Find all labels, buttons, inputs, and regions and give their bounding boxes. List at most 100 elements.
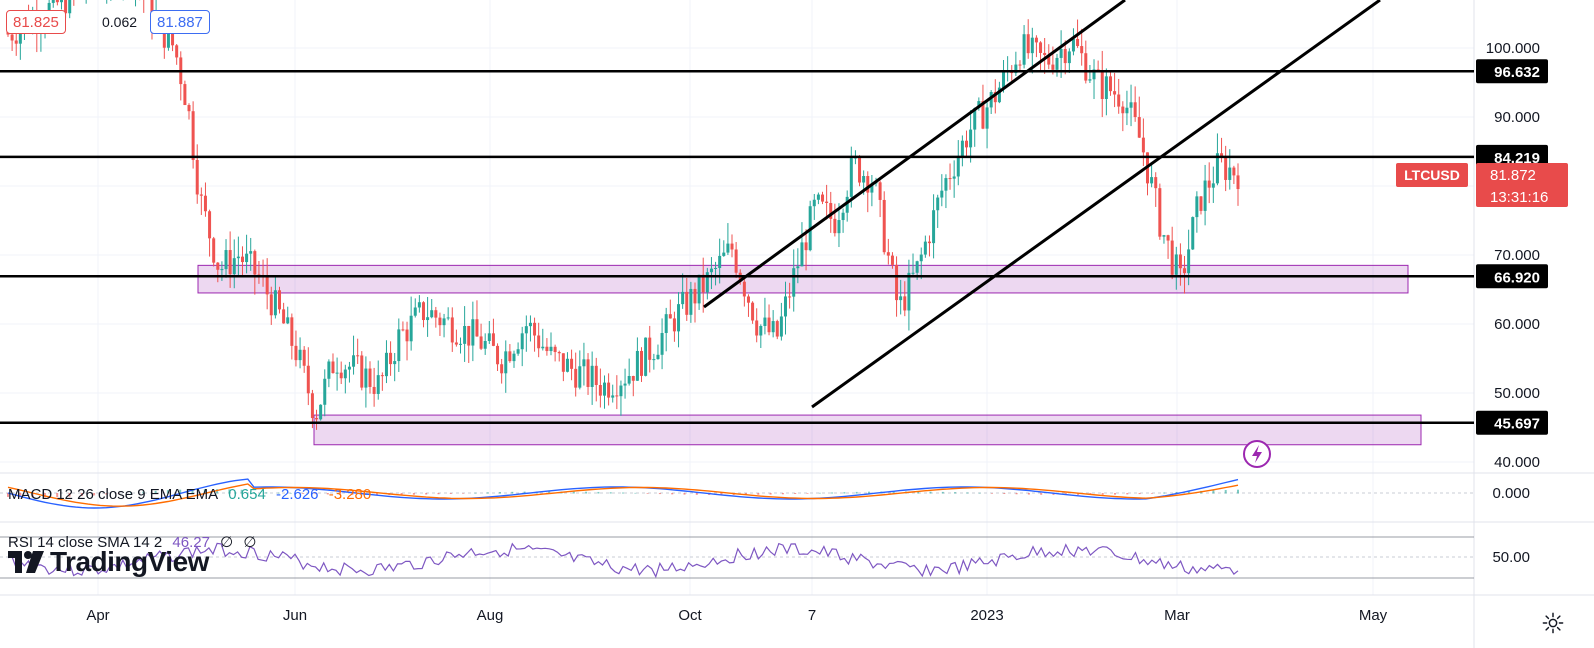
macd-histogram-bar [1224, 490, 1227, 494]
bid-price-box[interactable]: 81.825 [6, 10, 66, 34]
candle-body [615, 395, 619, 397]
candle-body [1141, 137, 1145, 153]
ask-price-box[interactable]: 81.887 [150, 10, 210, 34]
level-tag-label: 84.219 [1494, 150, 1540, 167]
candle-body [220, 269, 224, 271]
time-axis[interactable]: Apr Jun Aug Oct 7 2023 Mar May [86, 607, 1387, 624]
candle-body [594, 365, 598, 386]
macd-histogram-bar [326, 493, 329, 495]
candle-body [755, 320, 759, 336]
macd-histogram-bar [781, 493, 784, 495]
candle-body [327, 361, 331, 379]
candle-body [430, 310, 434, 318]
trend-channel[interactable] [703, 0, 1381, 409]
macd-histogram-bar [1040, 493, 1043, 495]
macd-signal-value: -3.280 [328, 486, 372, 503]
macd-axis-label: 0.000 [1492, 485, 1530, 502]
candle-body [496, 345, 500, 365]
candle-body [866, 176, 870, 193]
lightning-icon[interactable] [1242, 439, 1272, 469]
level-tag [1476, 264, 1548, 289]
macd-title: MACD 12 26 close 9 EMA EMA [8, 486, 219, 503]
macd-histogram-bar [818, 492, 821, 494]
macd-histogram-bar [646, 493, 649, 494]
candle-body [1125, 107, 1129, 114]
candle-body [948, 178, 952, 180]
macd-histogram-bar [1163, 492, 1166, 494]
candle-body [714, 267, 718, 269]
macd-histogram-bar [7, 493, 9, 497]
macd-histogram-bar [376, 493, 378, 496]
horizontal-levels[interactable] [0, 69, 1474, 424]
rsi-legend[interactable]: RSI 14 close SMA 14 2 46.27 ∅ ∅ [8, 533, 262, 551]
macd-line [7, 478, 1239, 509]
macd-histogram-bar [855, 491, 858, 494]
macd-histogram-bar [302, 493, 305, 494]
candle-body [640, 350, 644, 376]
macd-histogram-bar [351, 493, 354, 495]
candle-body [512, 353, 516, 362]
macd-histogram-bar [1077, 493, 1080, 496]
candle-body [524, 326, 528, 334]
candle-body [356, 355, 360, 357]
candle-body [426, 317, 430, 321]
candle-body [890, 255, 894, 265]
macd-histogram-bar [412, 493, 415, 495]
candle-body [438, 317, 442, 326]
macd-histogram-bar [19, 493, 22, 498]
candle-body [352, 355, 356, 367]
candle-body [812, 199, 816, 207]
candle-body [51, 0, 55, 3]
candle-body [401, 329, 405, 331]
candle-body [195, 159, 199, 195]
macd-histogram-bar [31, 493, 34, 498]
tradingview-logo[interactable]: TradingView [8, 546, 209, 578]
candle-body [792, 268, 796, 297]
candle-body [249, 251, 253, 254]
gear-icon[interactable] [1542, 612, 1564, 634]
candle-body [849, 158, 853, 197]
macd-histogram-bar [1114, 493, 1116, 495]
candle-body [208, 211, 212, 239]
macd-histogram-bar [622, 492, 624, 494]
price-axis[interactable]: 40.00050.00060.00070.00080.00090.000100.… [1396, 40, 1568, 566]
macd-histogram-bar [941, 491, 944, 494]
candle-body [368, 368, 372, 387]
candle-body [323, 378, 327, 405]
candle-body [59, 0, 63, 3]
candle-body [1039, 42, 1043, 53]
macd-histogram-bar [991, 493, 993, 494]
candle-body [977, 101, 981, 109]
macd-histogram-bar [93, 493, 96, 496]
candle-body [1224, 157, 1228, 180]
macd-legend[interactable]: MACD 12 26 close 9 EMA EMA 0.654 -2.626 … [8, 486, 377, 503]
candle-body [232, 258, 236, 275]
candle-body [364, 368, 368, 388]
candle-body [969, 129, 973, 148]
macd-histogram-bar [585, 491, 588, 494]
candle-body [1002, 70, 1006, 88]
candle-body [726, 243, 730, 253]
macd-pane [0, 478, 1474, 509]
candle-body [1088, 79, 1092, 81]
candle-body [590, 365, 594, 387]
candle-body [644, 337, 648, 376]
candle-body [1092, 69, 1096, 80]
countdown-label: 13:31:16 [1490, 189, 1548, 206]
candle-body [191, 111, 195, 160]
candle-body [821, 194, 825, 202]
candle-body [454, 342, 458, 345]
candle-body [1076, 38, 1080, 47]
candle-body [705, 272, 709, 293]
candle-body [315, 418, 319, 420]
candle-body [240, 256, 244, 263]
level-tag [1476, 144, 1548, 169]
price-tick-label: 60.000 [1494, 316, 1540, 333]
macd-histogram-bar [831, 492, 834, 494]
macd-histogram-bar [954, 492, 957, 494]
candle-body [269, 294, 273, 316]
macd-histogram-bar [400, 493, 403, 495]
candle-body [528, 322, 532, 327]
candle-body [989, 92, 993, 108]
